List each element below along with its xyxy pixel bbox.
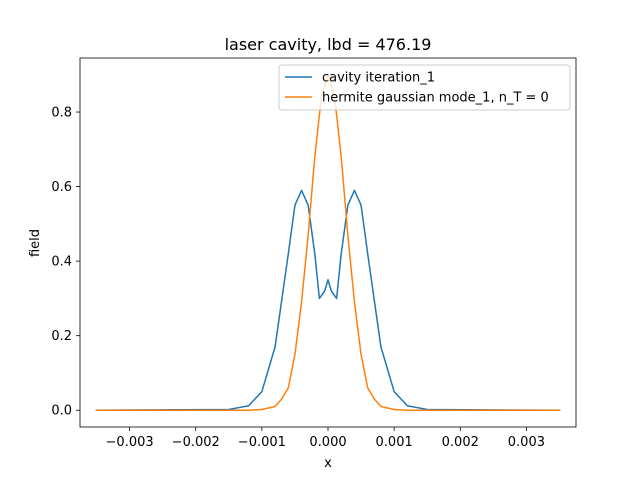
series-line-1 [95, 189, 561, 411]
legend-label-2: hermite gaussian mode_1, n_T = 0 [322, 91, 549, 106]
y-tick-label: 0.2 [51, 329, 72, 344]
x-tick-label: −0.003 [106, 435, 154, 450]
y-tick-label: 0.6 [51, 180, 72, 195]
x-tick-label: 0.001 [376, 435, 413, 450]
axes-layer: −0.003 −0.002 −0.001 0.000 0.001 0.002 0.003 0.… [51, 57, 577, 450]
y-axis-label: field [28, 229, 43, 257]
legend-box [278, 64, 571, 111]
x-tick-label: 0.003 [508, 435, 545, 450]
legend-label-1: cavity iteration_1 [322, 71, 435, 86]
x-tick-label: −0.001 [238, 435, 286, 450]
x-axis-label: x [324, 456, 332, 471]
y-tick-label: 0.0 [51, 404, 72, 419]
y-tick-label: 0.8 [51, 106, 72, 121]
x-tick-label: 0.002 [442, 435, 479, 450]
y-tick-label: 0.4 [51, 255, 72, 270]
x-tick-label: −0.002 [172, 435, 220, 450]
chart-title: laser cavity, lbd = 476.19 [225, 35, 432, 54]
x-tick-label: 0.000 [309, 435, 346, 450]
